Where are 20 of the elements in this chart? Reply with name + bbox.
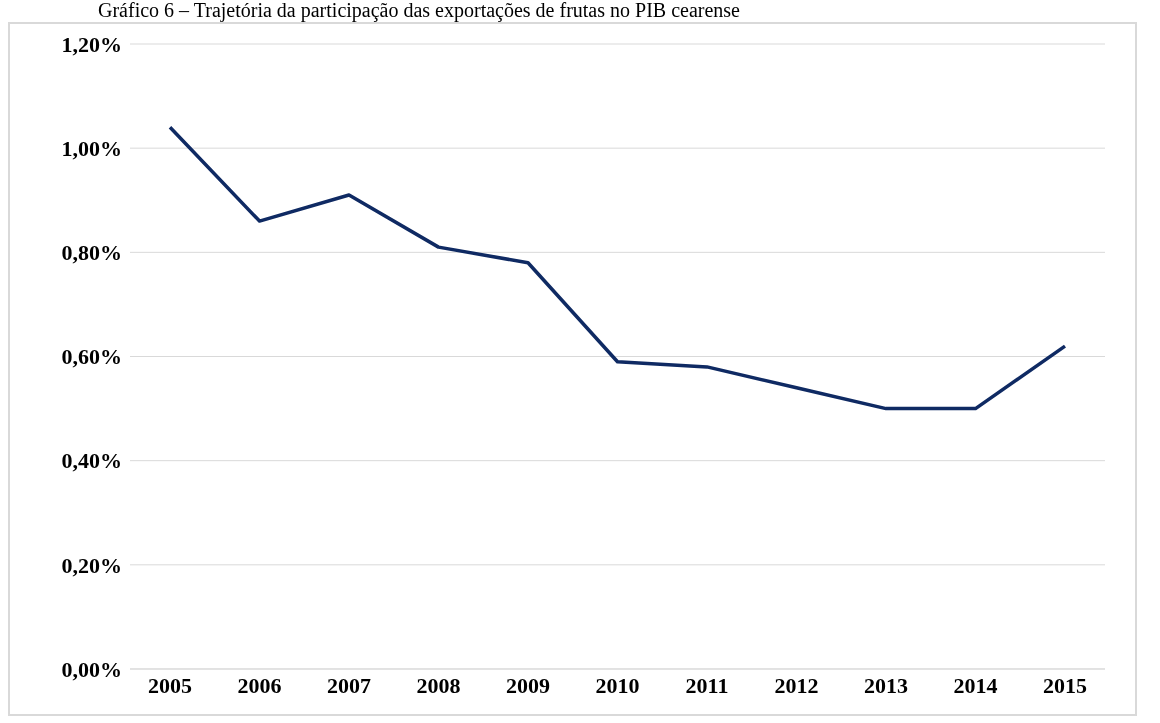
- y-tick-label: 0,60%: [61, 344, 122, 370]
- x-tick-label: 2013: [864, 672, 908, 698]
- y-tick-label: 1,00%: [61, 135, 122, 161]
- y-tick-label: 0,20%: [61, 552, 122, 578]
- x-tick-label: 2010: [595, 672, 640, 698]
- y-tick-label: 1,20%: [61, 31, 122, 57]
- x-tick-label: 2014: [953, 672, 998, 698]
- y-tick-label: 0,00%: [61, 656, 122, 682]
- x-tick-label: 2008: [416, 672, 461, 698]
- x-tick-label: 2006: [237, 672, 282, 698]
- line-series: [168, 125, 1067, 411]
- x-tick-label: 2005: [148, 672, 192, 698]
- y-tick-label: 0,40%: [61, 448, 122, 474]
- x-tick-label: 2007: [327, 672, 371, 698]
- x-tick-label: 2011: [685, 672, 729, 698]
- x-tick-label: 2012: [774, 672, 819, 698]
- y-tick-label: 0,80%: [61, 240, 122, 266]
- chart-title: Gráfico 6 – Trajetória da participação das exportações de frutas no PIB cearense: [97, 0, 741, 22]
- x-tick-label: 2015: [1043, 672, 1087, 698]
- x-tick-label: 2009: [506, 672, 550, 698]
